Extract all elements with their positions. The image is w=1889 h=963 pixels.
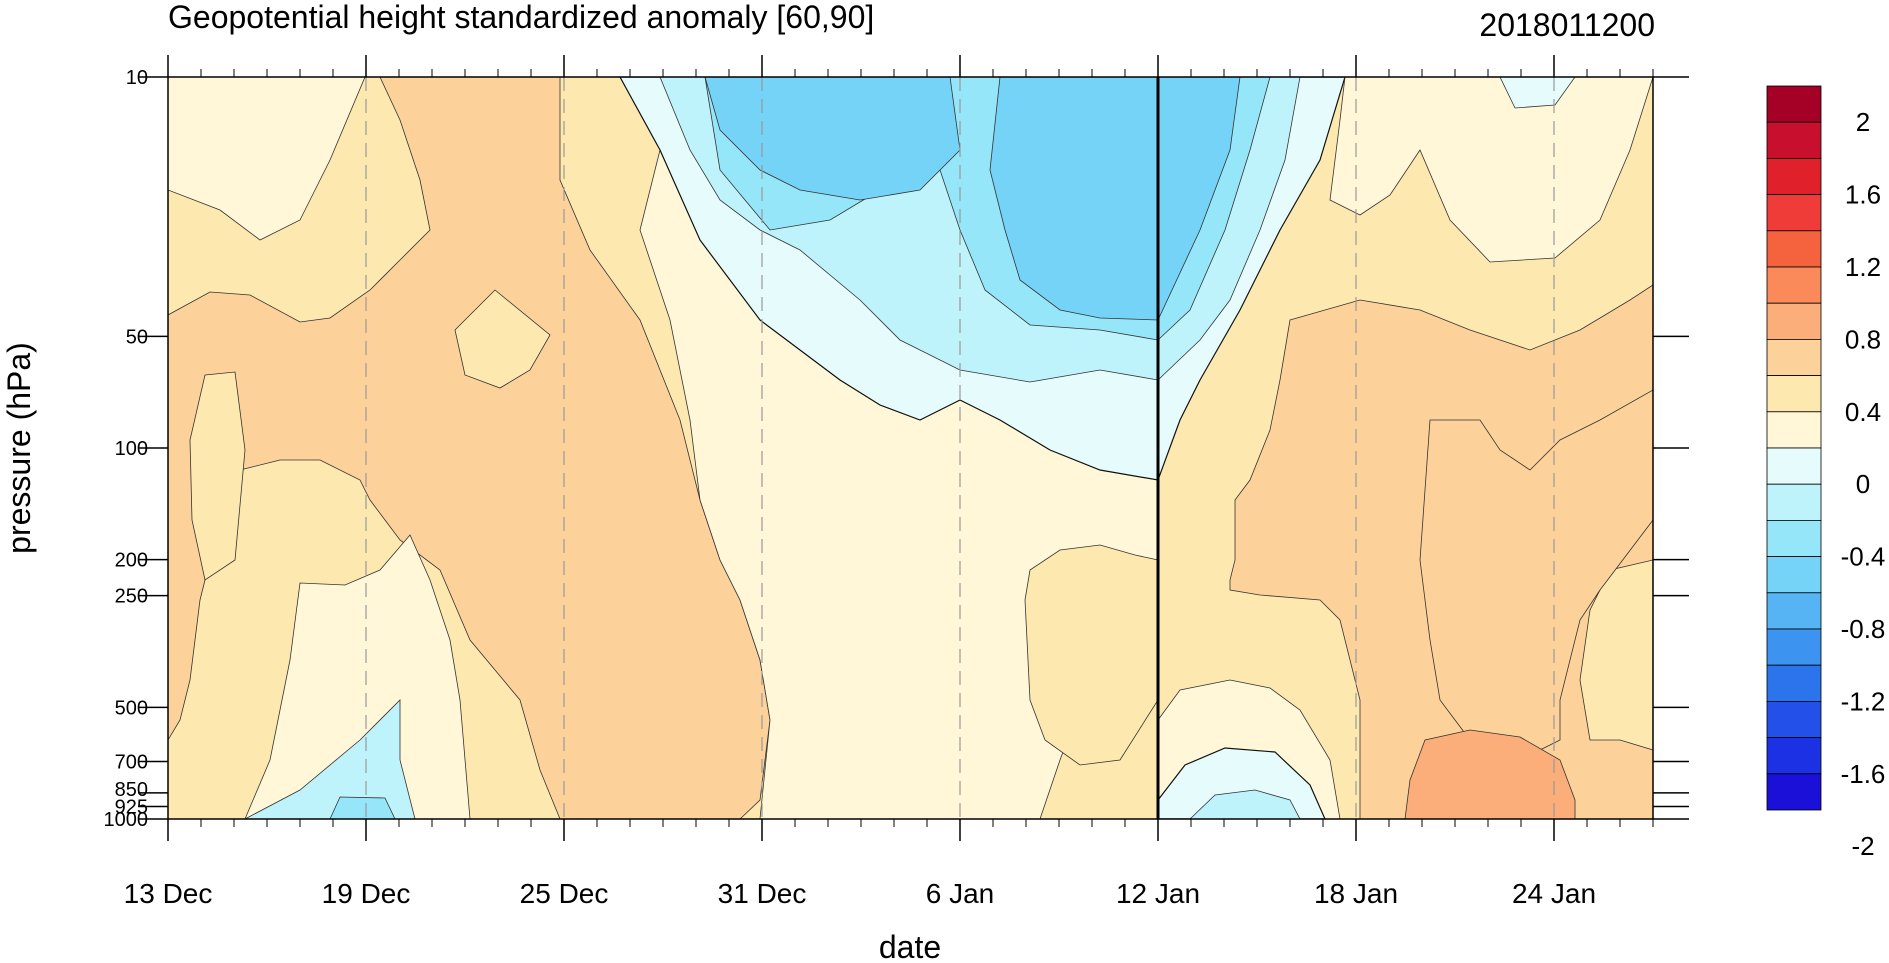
colorbar-swatch: [1766, 556, 1822, 594]
y-tick-label: 850: [115, 779, 148, 801]
colorbar-swatch: [1766, 85, 1822, 123]
chart-title: Geopotential height standardized anomaly…: [168, 0, 874, 35]
x-tick-label: 12 Jan: [1116, 878, 1200, 909]
colorbar-label: -0.8: [1841, 614, 1886, 644]
colorbar-swatch: [1766, 194, 1822, 232]
colorbar-swatch: [1766, 447, 1822, 485]
colorbar-label: -1.6: [1841, 759, 1886, 789]
x-tick-label: 31 Dec: [718, 878, 807, 909]
x-tick-label: 19 Dec: [322, 878, 411, 909]
y-tick-label: 250: [115, 586, 148, 608]
x-tick-label: 24 Jan: [1512, 878, 1596, 909]
y-tick-label: 1000: [104, 809, 149, 831]
colorbar-label: 0.8: [1845, 324, 1881, 354]
region-lower-left-blue: [244, 699, 416, 819]
colorbar-label: 0: [1856, 469, 1870, 499]
colorbar-swatch: [1766, 230, 1822, 268]
dashed-gridlines: [365, 77, 1555, 819]
region-zero-upper-left: [168, 77, 366, 241]
region-upper-right-zero: [1329, 77, 1653, 263]
y-tick-label: 500: [115, 697, 148, 719]
y-tick-label: 100: [115, 438, 148, 460]
colorbar-swatch: [1766, 121, 1822, 159]
colorbar-swatch: [1766, 773, 1822, 811]
y-tick-label: 925: [115, 796, 148, 818]
colorbar-swatch: [1766, 520, 1822, 558]
colorbar-label: -2: [1851, 831, 1874, 861]
region-right-hot: [1404, 729, 1576, 819]
region-small-oval: [454, 289, 551, 389]
colorbar-swatch: [1766, 628, 1822, 666]
colorbar-swatch: [1766, 483, 1822, 521]
y-tick-label: 700: [115, 752, 148, 774]
colorbar-label: -1.2: [1841, 686, 1886, 716]
region-upper-right-blue: [1499, 77, 1576, 109]
x-tick-label: 6 Jan: [926, 878, 995, 909]
colorbar: 2 1.6 1.2 0.8 0.4 0 -0.4 -0.8 -1.2 -1.6 -2: [1766, 85, 1886, 861]
region-right-orange-core: [1419, 389, 1653, 761]
y-tick-label: 10: [126, 67, 148, 89]
colorbar-swatch: [1766, 375, 1822, 413]
region-left-lens: [189, 371, 246, 581]
colorbar-label: 1.6: [1845, 180, 1881, 210]
colorbar-swatch: [1766, 302, 1822, 340]
colorbar-swatch: [1766, 411, 1822, 449]
x-tick-label: 18 Jan: [1314, 878, 1398, 909]
colorbar-swatch: [1766, 157, 1822, 195]
region-center-blob: [1024, 544, 1159, 766]
y-tick-label: 200: [115, 550, 148, 572]
x-tick-label: 13 Dec: [124, 878, 213, 909]
colorbar-swatch: [1766, 338, 1822, 376]
region-blue-dome-core-left: [704, 77, 961, 201]
colorbar-swatch: [1766, 266, 1822, 304]
colorbar-swatch: [1766, 664, 1822, 702]
region-lower-left-zero: [244, 534, 471, 819]
colorbar-swatch: [1766, 701, 1822, 739]
y-tick-label: 50: [126, 326, 148, 348]
init-time-label: 2018011200: [1479, 7, 1655, 43]
region-blue-dome-core: [989, 77, 1241, 321]
colorbar-swatch: [1766, 592, 1822, 630]
x-tick-label: 25 Dec: [520, 878, 609, 909]
colorbar-swatch: [1766, 737, 1822, 775]
x-axis: 13 Dec 19 Dec 25 Dec 31 Dec 6 Jan 12 Jan 18 Ja…: [124, 55, 1654, 909]
colorbar-label: -0.4: [1841, 542, 1886, 572]
colorbar-label: 0.4: [1845, 397, 1881, 427]
region-lower-left-blue-core: [329, 796, 396, 819]
y-axis-label: pressure (hPa): [1, 342, 37, 554]
colorbar-label: 1.2: [1845, 252, 1881, 282]
x-axis-label: date: [879, 929, 941, 963]
colorbar-label: 2: [1856, 107, 1870, 137]
region-lower-mid-blue-core: [1189, 789, 1301, 819]
plot-area: [168, 77, 1653, 819]
